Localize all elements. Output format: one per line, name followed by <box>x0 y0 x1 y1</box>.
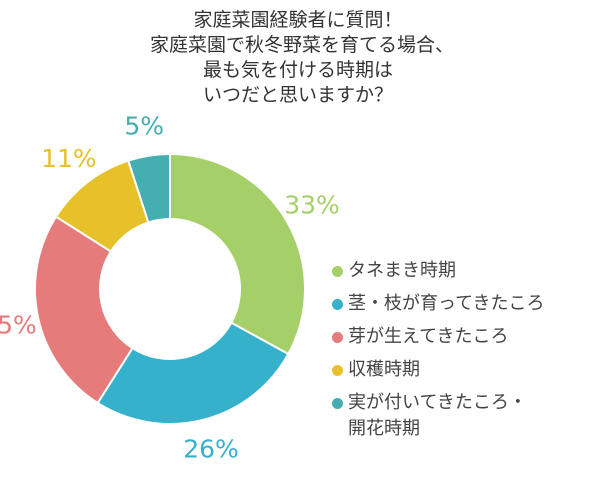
legend-swatch <box>332 299 343 310</box>
chart-title: 家庭菜園経験者に質問！ 家庭菜園で秋冬野菜を育てる場合、 最も気を付ける時期は … <box>150 8 455 108</box>
title-line-4: いつだと思いますか？ <box>202 84 393 106</box>
pie-slice <box>34 215 134 405</box>
slice-value-label: 11% <box>41 144 97 173</box>
legend-label: 実が付いてきたころ・ 開花時期 <box>348 392 527 439</box>
slice-value-label: 33% <box>284 191 340 220</box>
legend: タネまき時期 茎・枝が育ってきたころ 芽が生えてきたころ 収穫時期 実が付いてき… <box>332 258 594 449</box>
slice-value-label: 5% <box>124 112 164 141</box>
pie-slice <box>96 321 290 425</box>
title-line-3: 最も気を付ける時期は <box>202 59 393 81</box>
title-line-1: 家庭菜園経験者に質問！ <box>193 9 403 31</box>
legend-label: 茎・枝が育ってきたころ <box>348 293 545 314</box>
slice-value-label: 26% <box>183 434 239 463</box>
legend-item: 茎・枝が育ってきたころ <box>332 291 594 317</box>
legend-item: 芽が生えてきたころ <box>332 324 594 350</box>
legend-label: 芽が生えてきたころ <box>348 326 509 347</box>
legend-item: 実が付いてきたころ・ 開花時期 <box>332 390 594 442</box>
legend-swatch <box>332 398 343 409</box>
legend-item: タネまき時期 <box>332 258 594 284</box>
legend-label: タネまき時期 <box>348 260 456 281</box>
pie-slice <box>127 152 171 224</box>
legend-swatch <box>332 332 343 343</box>
pie-slice <box>169 152 306 356</box>
legend-swatch <box>332 266 343 277</box>
legend-label: 収穫時期 <box>348 359 420 380</box>
title-line-2: 家庭菜園で秋冬野菜を育てる場合、 <box>150 34 455 56</box>
legend-item: 収穫時期 <box>332 357 594 383</box>
legend-swatch <box>332 365 343 376</box>
slice-value-label: 25% <box>0 311 37 340</box>
